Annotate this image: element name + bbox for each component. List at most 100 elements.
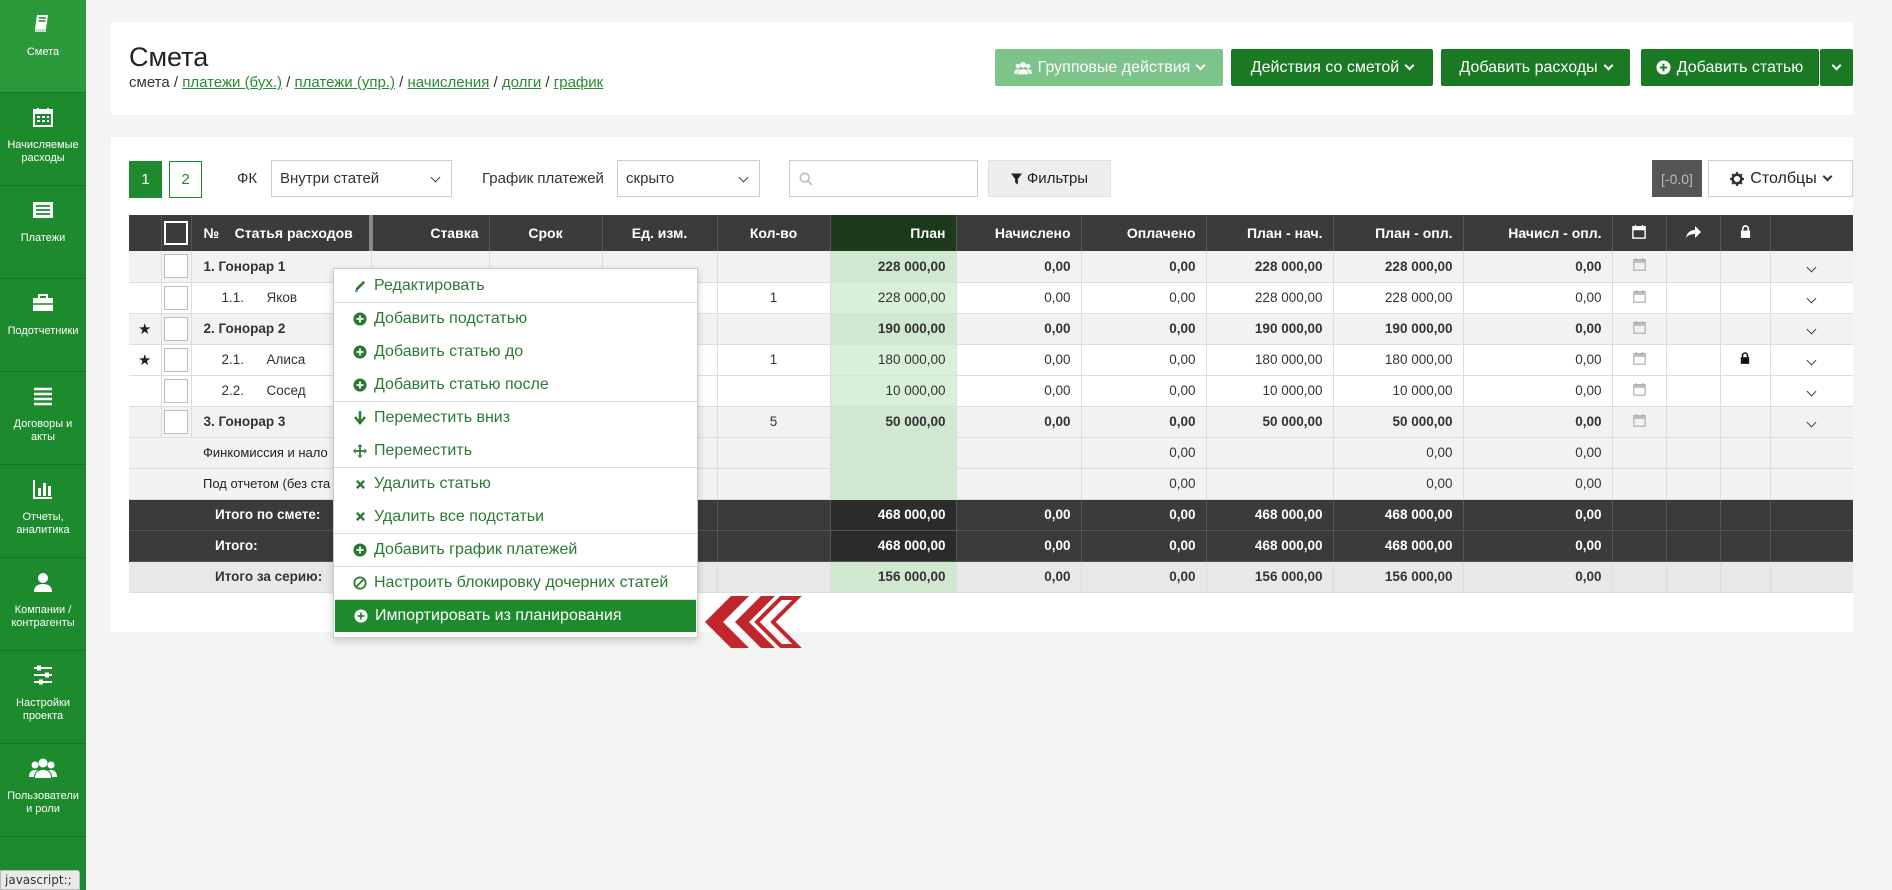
- schedule-cell[interactable]: [1612, 406, 1667, 438]
- search-input[interactable]: [820, 167, 970, 191]
- row-expand-cell[interactable]: [1770, 375, 1853, 407]
- group-actions-button[interactable]: Групповые действия: [995, 49, 1223, 86]
- schedule-cell[interactable]: [1612, 251, 1667, 283]
- header-calendar[interactable]: [1612, 215, 1667, 251]
- context-menu-item[interactable]: Настроить блокировку дочерних статей: [334, 566, 697, 599]
- table-row[interactable]: 3. Гонорар 3 5 50 000,00 0,00 0,00 50 000,00 5…: [129, 406, 1853, 438]
- lock-cell[interactable]: [1720, 313, 1771, 345]
- header-accrued-paid[interactable]: Начисл - опл.: [1463, 215, 1613, 251]
- page-button-2[interactable]: 2: [169, 161, 202, 198]
- context-menu-item[interactable]: Редактировать: [334, 269, 697, 302]
- breadcrumb-link-accruals[interactable]: начисления: [407, 74, 490, 91]
- estimate-actions-button[interactable]: Действия со сметой: [1231, 49, 1433, 86]
- sidebar-item-accountables[interactable]: Подотчетники: [0, 279, 86, 372]
- item-name-cell[interactable]: 1. Гонорар 1: [191, 251, 372, 283]
- row-expand-cell[interactable]: [1770, 282, 1853, 314]
- header-share[interactable]: [1666, 215, 1721, 251]
- context-menu-item[interactable]: Добавить статью до: [334, 335, 697, 368]
- sidebar-item-payments[interactable]: Платежи: [0, 186, 86, 279]
- lock-cell[interactable]: [1720, 344, 1771, 376]
- breadcrumb-link-payments-accounting[interactable]: платежи (бух.): [182, 74, 282, 91]
- header-qty[interactable]: Кол-во: [717, 215, 831, 251]
- calendar-icon[interactable]: [1632, 289, 1646, 306]
- calendar-icon[interactable]: [1632, 258, 1646, 274]
- chevron-down-icon[interactable]: [1806, 262, 1817, 273]
- context-menu-item[interactable]: Добавить статью после: [334, 368, 697, 401]
- add-item-dropdown-button[interactable]: [1820, 49, 1853, 86]
- select-all-checkbox[interactable]: [164, 221, 188, 245]
- header-term[interactable]: Срок: [489, 215, 603, 251]
- schedule-select[interactable]: скрыто: [617, 160, 760, 197]
- context-menu-item[interactable]: Удалить все подстатьи: [334, 500, 697, 533]
- context-menu-item[interactable]: Удалить статью: [334, 467, 697, 500]
- row-checkbox[interactable]: [163, 409, 188, 434]
- fk-select[interactable]: Внутри статей: [271, 160, 452, 197]
- lock-cell[interactable]: [1720, 375, 1771, 407]
- row-checkbox[interactable]: [163, 285, 188, 310]
- row-expand-cell[interactable]: [1770, 251, 1853, 283]
- header-unit[interactable]: Ед. изм.: [602, 215, 718, 251]
- filters-button[interactable]: Фильтры: [988, 160, 1111, 197]
- breadcrumb-link-payments-management[interactable]: платежи (упр.): [294, 74, 395, 91]
- sidebar-item-estimate[interactable]: Смета: [0, 0, 86, 93]
- row-expand-cell[interactable]: [1770, 313, 1853, 345]
- row-expand-cell[interactable]: [1770, 406, 1853, 438]
- sidebar-item-users-roles[interactable]: Пользователи и роли: [0, 744, 86, 837]
- chevron-down-icon[interactable]: [1806, 324, 1817, 335]
- chevron-down-icon[interactable]: [1806, 293, 1817, 304]
- add-item-button[interactable]: Добавить статью: [1641, 49, 1819, 86]
- header-rate[interactable]: Ставка: [371, 215, 490, 251]
- schedule-cell[interactable]: [1612, 344, 1667, 376]
- sidebar-item-reports[interactable]: Отчеты, аналитика: [0, 465, 86, 558]
- chevron-down-icon[interactable]: [1806, 355, 1817, 366]
- lock-cell[interactable]: [1720, 251, 1771, 283]
- schedule-cell[interactable]: [1612, 313, 1667, 345]
- header-accrued[interactable]: Начислено: [956, 215, 1082, 251]
- add-expenses-button[interactable]: Добавить расходы: [1441, 49, 1630, 86]
- header-plan-accrued[interactable]: План - нач.: [1206, 215, 1334, 251]
- context-menu-item[interactable]: Добавить график платежей: [334, 533, 697, 566]
- row-expand-cell[interactable]: [1770, 344, 1853, 376]
- breadcrumb-link-schedule[interactable]: график: [553, 74, 604, 91]
- context-menu-item[interactable]: Импортировать из планирования: [335, 599, 696, 632]
- sidebar-item-project-settings[interactable]: Настройки проекта: [0, 651, 86, 744]
- header-paid[interactable]: Оплачено: [1081, 215, 1207, 251]
- calendar-icon[interactable]: [1632, 413, 1646, 430]
- header-item[interactable]: № Статья расходов: [191, 215, 373, 251]
- table-row[interactable]: 1.1. Яков 1 228 000,00 0,00 0,00 228 000,00 22…: [129, 282, 1853, 314]
- row-checkbox[interactable]: [163, 378, 188, 403]
- header-lock[interactable]: [1720, 215, 1771, 251]
- sidebar-item-contracts[interactable]: Договоры и акты: [0, 372, 86, 465]
- header-plan-paid[interactable]: План - опл.: [1333, 215, 1464, 251]
- schedule-cell[interactable]: [1612, 282, 1667, 314]
- sidebar-item-accrued-expenses[interactable]: Начисляемые расходы: [0, 93, 86, 186]
- lock-cell[interactable]: [1720, 282, 1771, 314]
- table-row[interactable]: 1. Гонорар 1 228 000,00 0,00 0,00 228 000,00…: [129, 251, 1853, 283]
- lock-cell[interactable]: [1720, 406, 1771, 438]
- row-checkbox-cell[interactable]: [161, 313, 192, 345]
- context-menu-item[interactable]: Переместить: [334, 434, 697, 467]
- calendar-icon[interactable]: [1632, 382, 1646, 399]
- breadcrumb-link-debts[interactable]: долги: [501, 74, 542, 91]
- header-plan[interactable]: План: [830, 215, 957, 251]
- sidebar-item-companies[interactable]: Компании / контрагенты: [0, 558, 86, 651]
- context-menu-item[interactable]: Добавить подстатью: [334, 302, 697, 335]
- calendar-icon[interactable]: [1632, 320, 1646, 337]
- row-checkbox[interactable]: [163, 316, 188, 341]
- row-checkbox[interactable]: [163, 254, 188, 279]
- row-checkbox-cell[interactable]: [161, 344, 192, 376]
- row-checkbox-cell[interactable]: [161, 406, 192, 438]
- context-menu-item[interactable]: Переместить вниз: [334, 401, 697, 434]
- search-field[interactable]: [789, 160, 978, 197]
- chevron-down-icon[interactable]: [1806, 417, 1817, 428]
- calendar-icon[interactable]: [1632, 351, 1646, 368]
- header-select-all[interactable]: [161, 215, 192, 251]
- row-checkbox-cell[interactable]: [161, 375, 192, 407]
- chevron-down-icon[interactable]: [1806, 386, 1817, 397]
- page-button-1[interactable]: 1: [129, 161, 162, 198]
- row-checkbox-cell[interactable]: [161, 251, 192, 283]
- schedule-cell[interactable]: [1612, 375, 1667, 407]
- columns-button[interactable]: Столбцы: [1708, 160, 1853, 197]
- row-checkbox[interactable]: [163, 347, 188, 372]
- row-checkbox-cell[interactable]: [161, 282, 192, 314]
